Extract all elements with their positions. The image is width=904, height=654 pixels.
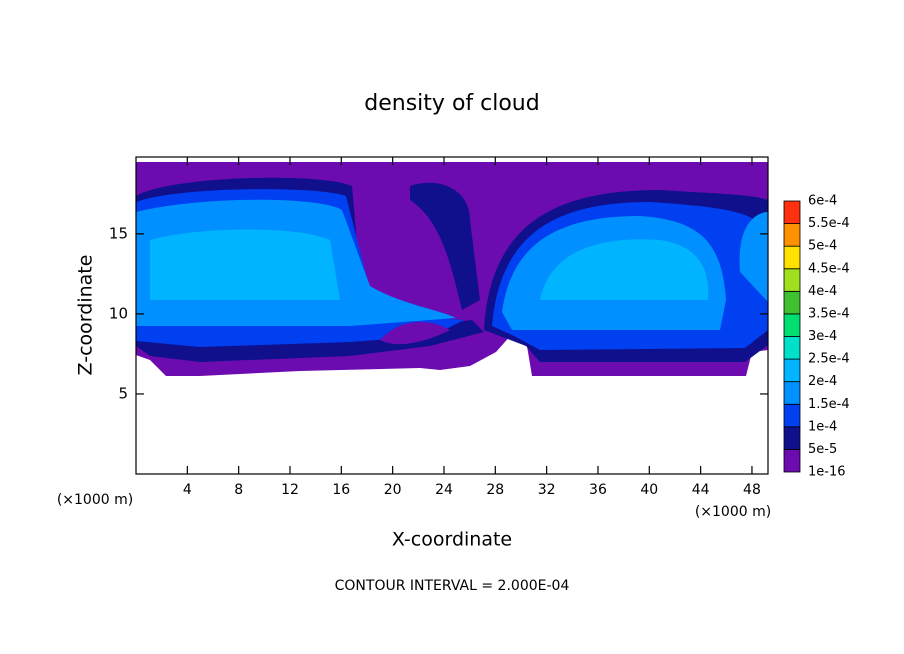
x-tick-label: 4 <box>183 482 192 498</box>
colorbar-box <box>783 336 801 360</box>
x-tick-label: 40 <box>640 482 658 498</box>
colorbar-box <box>783 426 801 450</box>
colorbar-label: 5.5e-4 <box>808 216 850 231</box>
chart-title: density of cloud <box>364 91 539 116</box>
colorbar-label: 1e-4 <box>808 419 837 434</box>
colorbar-label: 4e-4 <box>808 284 837 299</box>
x-unit: (×1000 m) <box>695 504 771 520</box>
x-tick-label: 48 <box>743 482 761 498</box>
colorbar-box <box>783 290 801 315</box>
colorbar-box <box>783 403 801 428</box>
x-tick-label: 28 <box>486 482 504 498</box>
colorbar-box <box>783 358 801 383</box>
colorbar-box <box>783 200 801 224</box>
x-tick-label: 16 <box>332 482 350 498</box>
x-tick-label: 44 <box>692 482 710 498</box>
x-tick-label: 8 <box>234 482 243 498</box>
colorbar-label: 5e-5 <box>808 442 837 457</box>
contour-region <box>739 212 768 302</box>
contour-region <box>370 222 401 275</box>
x-tick-label: 32 <box>538 482 556 498</box>
colorbar-box <box>783 313 801 337</box>
colorbar-label: 1e-16 <box>808 465 846 480</box>
colorbar-label: 1.5e-4 <box>808 397 850 412</box>
colorbar-box <box>783 245 801 270</box>
y-tick-label: 15 <box>109 224 128 242</box>
y-tick-label: 10 <box>109 304 128 322</box>
colorbar-label: 3e-4 <box>808 329 837 344</box>
contour-region <box>380 321 450 345</box>
colorbar-label: 5e-4 <box>808 239 837 254</box>
contour-region <box>410 182 480 310</box>
colorbar-label: 6e-4 <box>808 194 837 209</box>
contour-field <box>136 162 768 376</box>
y-axis-label: Z-coordinate <box>75 255 97 376</box>
x-axis-label: X-coordinate <box>392 529 512 551</box>
colorbar-box <box>783 223 801 247</box>
x-tick-label: 12 <box>281 482 299 498</box>
x-tick-label: 24 <box>435 482 453 498</box>
colorbar-label: 4.5e-4 <box>808 261 850 276</box>
contour-region <box>540 239 709 300</box>
colorbar-label: 2e-4 <box>808 374 837 389</box>
x-tick-label: 20 <box>384 482 402 498</box>
x-tick-label: 36 <box>589 482 607 498</box>
colorbar-box <box>783 268 801 292</box>
y-unit: (×1000 m) <box>57 492 133 508</box>
y-tick-label: 5 <box>118 384 128 402</box>
colorbar-label: 3.5e-4 <box>808 306 850 321</box>
plot-frame <box>135 156 769 475</box>
colorbar-label: 2.5e-4 <box>808 352 850 367</box>
colorbar-box <box>783 449 801 473</box>
contour-region <box>150 229 340 300</box>
colorbar-box <box>783 381 801 405</box>
footnote: CONTOUR INTERVAL = 2.000E-04 <box>335 578 570 594</box>
